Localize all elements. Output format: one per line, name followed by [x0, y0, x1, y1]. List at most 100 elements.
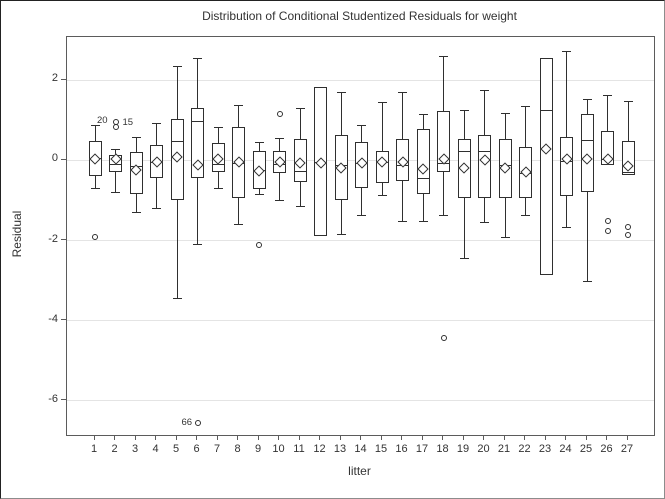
x-tickmark [257, 435, 259, 440]
box-whisker-cap-top [377, 101, 387, 103]
x-tickmark [175, 435, 177, 440]
x-tickmark [134, 435, 136, 440]
box-whisker-cap-top [521, 105, 530, 107]
y-tick-label: -2 [48, 232, 58, 245]
x-tickmark [298, 435, 300, 440]
x-tickmark [339, 435, 341, 440]
box-whisker-cap-top [562, 50, 571, 52]
x-tickmark [503, 435, 505, 440]
box-whisker-cap-bottom [500, 237, 510, 239]
y-tickmark [61, 319, 66, 321]
box-whisker-cap-bottom [254, 193, 264, 195]
y-tick-label: 0 [51, 152, 58, 165]
x-tickmark [360, 435, 361, 440]
box-median-line [170, 140, 184, 142]
box-whisker-line [607, 95, 608, 166]
x-tickmark [565, 435, 566, 440]
x-tickmark [585, 435, 587, 440]
box-whisker-cap-top [254, 141, 264, 143]
outlier-label: 20 [97, 114, 108, 126]
box-whisker-cap-top [459, 110, 469, 112]
box-whisker-cap-bottom [439, 214, 448, 216]
y-tickmark [61, 78, 66, 80]
gridline [67, 240, 654, 241]
box-whisker-cap-bottom [172, 297, 182, 299]
box-whisker-cap-bottom [377, 195, 387, 197]
x-tickmark [216, 435, 218, 440]
box-whisker-cap-bottom [582, 281, 592, 283]
x-tickmark [196, 435, 197, 440]
x-tick-label: 4 [152, 443, 159, 455]
box-whisker-line [627, 101, 629, 176]
box-median-line [580, 140, 594, 142]
box-whisker-cap-top [172, 66, 182, 68]
box-whisker-cap-top [193, 57, 202, 59]
box-whisker-line [381, 102, 383, 196]
x-tickmark [483, 435, 484, 440]
box-median-line [191, 120, 204, 122]
box-whisker-cap-bottom [480, 221, 489, 223]
x-tick-label: 13 [333, 443, 347, 455]
box-whisker-cap-bottom [521, 214, 530, 216]
x-tick-label: 27 [620, 443, 634, 455]
box-whisker-cap-bottom [131, 211, 141, 213]
outlier-point [194, 419, 201, 426]
box-whisker-cap-bottom [398, 221, 407, 223]
box-rect [478, 135, 491, 199]
outlier-point [276, 110, 283, 117]
box-whisker-cap-top [480, 90, 489, 92]
x-tick-label: 9 [254, 443, 262, 455]
y-tickmark [61, 239, 66, 240]
x-tickmark [114, 435, 115, 440]
outlier-point [92, 233, 98, 240]
x-tick-label: 20 [477, 443, 490, 455]
y-tickmark [61, 399, 66, 401]
x-tick-label: 23 [538, 443, 552, 455]
box-whisker-cap-bottom [336, 233, 346, 235]
box-whisker-cap-top [603, 94, 612, 96]
x-tickmark [319, 435, 320, 440]
x-tick-label: 18 [436, 443, 449, 455]
x-tick-label: 7 [213, 443, 221, 455]
gridline [67, 400, 654, 402]
box-whisker-cap-top [439, 56, 448, 58]
box-whisker-cap-bottom [418, 221, 428, 223]
outlier-point [625, 223, 631, 230]
box-median-line [457, 150, 471, 152]
outlier-point [256, 241, 262, 248]
box-whisker-cap-top [582, 98, 592, 100]
x-tick-label: 21 [497, 443, 511, 455]
box-whisker-cap-bottom [193, 244, 202, 245]
x-tick-label: 15 [374, 443, 388, 455]
outlier-label: 66 [181, 416, 193, 428]
y-tick-label: -4 [48, 312, 58, 325]
box-rect [416, 129, 430, 194]
box-whisker-cap-bottom [90, 187, 100, 189]
box-whisker-cap-top [152, 123, 161, 125]
box-whisker-cap-bottom [111, 192, 120, 194]
box-whisker-cap-bottom [234, 223, 243, 225]
x-tick-label: 8 [234, 443, 241, 455]
box-whisker-cap-top [234, 104, 243, 106]
gridline [67, 79, 654, 81]
x-tickmark [278, 435, 279, 440]
box-whisker-cap-top [131, 136, 141, 138]
x-tickmark [606, 435, 607, 440]
x-tick-label: 26 [600, 443, 613, 455]
x-tick-label: 14 [354, 443, 367, 455]
box-median-line [478, 150, 491, 152]
x-tick-label: 16 [395, 443, 408, 455]
box-rect [539, 58, 553, 276]
x-tick-label: 3 [131, 443, 139, 455]
x-tickmark [442, 435, 443, 440]
box-whisker-cap-bottom [213, 187, 223, 189]
box-whisker-cap-top [295, 107, 305, 109]
outlier-point [112, 119, 119, 126]
x-tick-label: 1 [90, 443, 98, 455]
box-whisker-cap-top [336, 92, 346, 94]
box-median-line [416, 177, 430, 179]
box-whisker-cap-top [111, 148, 120, 150]
box-whisker-cap-bottom [357, 215, 366, 217]
box-rect [580, 113, 594, 192]
